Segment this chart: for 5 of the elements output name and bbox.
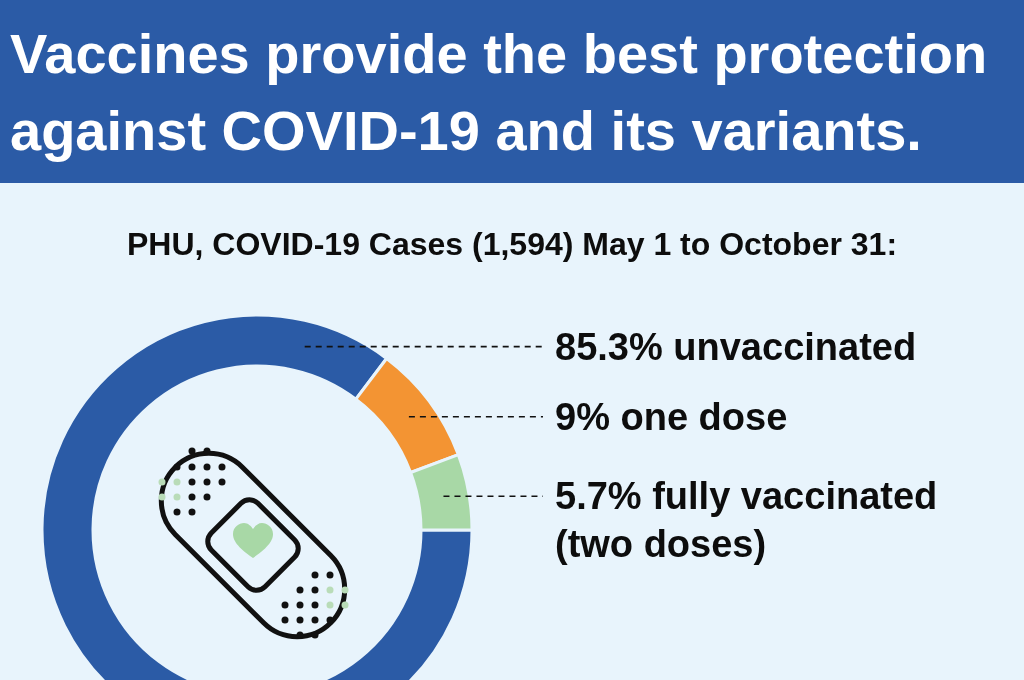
slice-label: 5.7% fully vaccinated (two doses) — [555, 475, 938, 566]
slice-label: 85.3% unvaccinated — [555, 325, 917, 368]
chart-title: Vaccines provide the best protection against COVID-19 and its variants. — [10, 22, 988, 162]
slice-label: 9% one dose — [555, 395, 788, 438]
chart-subtitle: PHU, COVID-19 Cases (1,594) May 1 to October 31: — [126, 226, 898, 262]
